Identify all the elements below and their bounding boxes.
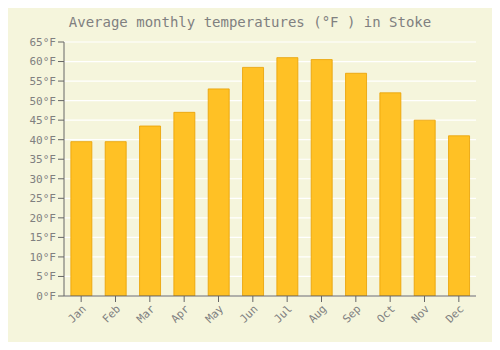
svg-text:Dec: Dec [443, 302, 466, 325]
svg-text:60°F: 60°F [30, 55, 57, 68]
svg-text:Sep: Sep [340, 302, 363, 325]
svg-text:30°F: 30°F [30, 173, 57, 186]
svg-text:40°F: 40°F [30, 134, 57, 147]
svg-text:Mar: Mar [134, 302, 158, 326]
svg-text:Jan: Jan [66, 302, 89, 325]
svg-text:0°F: 0°F [36, 290, 56, 303]
svg-text:55°F: 55°F [30, 75, 57, 88]
svg-text:50°F: 50°F [30, 95, 57, 108]
svg-text:20°F: 20°F [30, 212, 57, 225]
svg-text:Jun: Jun [237, 302, 260, 325]
svg-text:Aug: Aug [306, 302, 329, 325]
svg-text:65°F: 65°F [30, 36, 57, 49]
svg-text:45°F: 45°F [30, 114, 57, 127]
svg-text:10°F: 10°F [30, 251, 57, 264]
svg-text:25°F: 25°F [30, 192, 57, 205]
svg-text:May: May [203, 302, 227, 326]
svg-text:Oct: Oct [375, 302, 398, 325]
svg-text:35°F: 35°F [30, 153, 57, 166]
svg-text:Nov: Nov [409, 302, 433, 326]
html-text:Average monthly temperatures (: Average monthly temperatures (°F ) in St… [68, 14, 432, 30]
svg-text:Feb: Feb [100, 302, 123, 325]
svg-text:15°F: 15°F [30, 231, 57, 244]
svg-text:Apr: Apr [169, 302, 193, 326]
svg-text:Jul: Jul [272, 302, 295, 325]
svg-text:5°F: 5°F [36, 270, 56, 283]
